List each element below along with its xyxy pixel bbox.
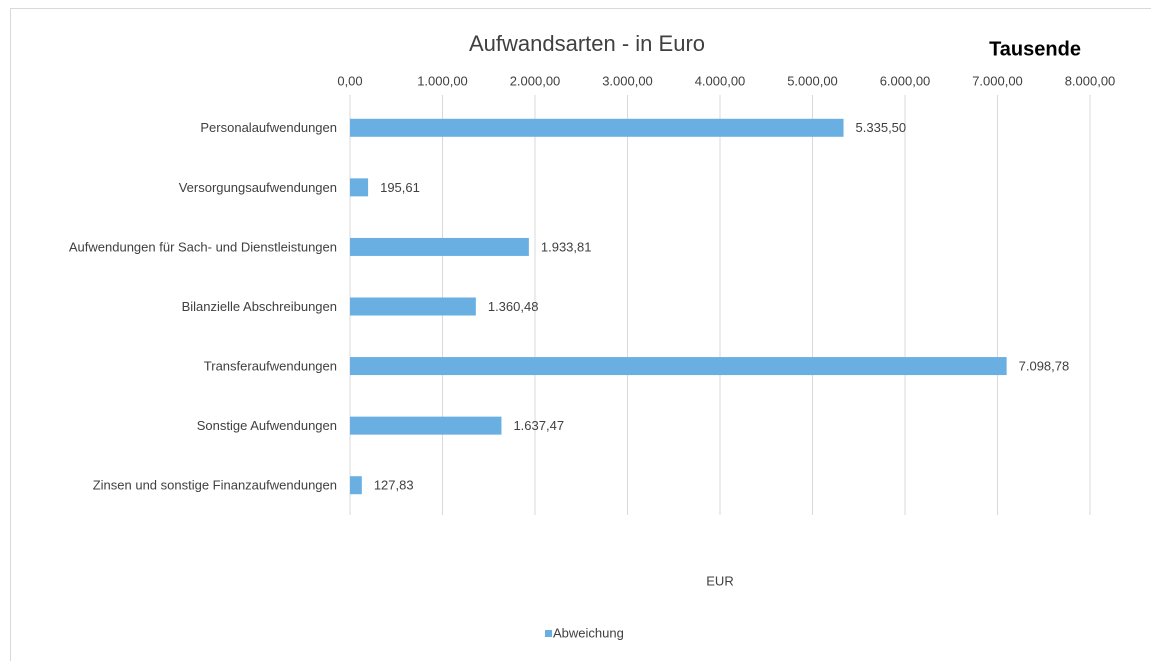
- bar: [350, 476, 362, 495]
- value-label: 5.335,50: [856, 120, 907, 135]
- x-tick-label: 0,00: [337, 73, 362, 88]
- x-tick-label: 7.000,00: [972, 73, 1023, 88]
- value-label: 195,61: [380, 180, 420, 195]
- x-tick-label: 2.000,00: [510, 73, 561, 88]
- y-tick-label: Bilanzielle Abschreibungen: [182, 299, 337, 314]
- x-tick-label: 5.000,00: [787, 73, 838, 88]
- x-tick-label: 3.000,00: [602, 73, 653, 88]
- y-tick-label: Zinsen und sonstige Finanzaufwendungen: [93, 478, 337, 493]
- chart-title: Aufwandsarten - in Euro: [469, 31, 705, 56]
- y-tick-label: Personalaufwendungen: [200, 120, 337, 135]
- y-tick-label: Versorgungsaufwendungen: [179, 180, 337, 195]
- unit-label: Tausende: [989, 38, 1081, 60]
- value-label: 7.098,78: [1019, 359, 1070, 374]
- bar: [350, 297, 476, 316]
- legend-label: Abweichung: [553, 625, 624, 640]
- bar: [350, 357, 1007, 376]
- x-tick-label: 8.000,00: [1065, 73, 1116, 88]
- bar: [350, 237, 529, 256]
- legend-swatch: [545, 630, 552, 637]
- chart-border: [10, 8, 1151, 661]
- x-tick-label: 1.000,00: [417, 73, 468, 88]
- x-tick-label: 6.000,00: [880, 73, 931, 88]
- y-tick-label: Transferaufwendungen: [204, 359, 337, 374]
- value-label: 1.637,47: [513, 418, 564, 433]
- bar: [350, 118, 844, 137]
- value-label: 127,83: [374, 478, 414, 493]
- bar: [350, 416, 502, 435]
- y-tick-label: Sonstige Aufwendungen: [197, 418, 337, 433]
- axis-label: EUR: [706, 573, 733, 588]
- y-tick-label: Aufwendungen für Sach- und Dienstleistun…: [69, 239, 337, 254]
- bar: [350, 178, 369, 197]
- x-tick-label: 4.000,00: [695, 73, 746, 88]
- value-label: 1.933,81: [541, 239, 592, 254]
- value-label: 1.360,48: [488, 299, 539, 314]
